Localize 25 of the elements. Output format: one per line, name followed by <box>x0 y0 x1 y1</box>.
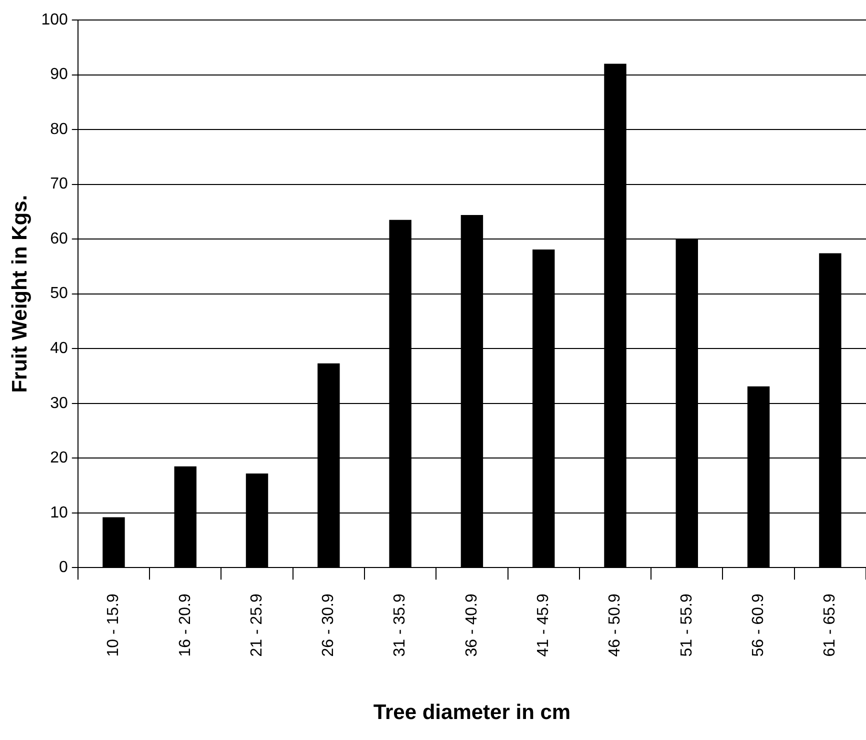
x-tick-label: 56 - 60.9 <box>750 594 767 657</box>
y-tick-label: 90 <box>50 66 68 84</box>
y-tick-label: 60 <box>50 230 68 248</box>
x-axis-title: Tree diameter in cm <box>373 701 571 724</box>
y-axis-title: Fruit Weight in Kgs. <box>8 194 32 393</box>
x-tick-label: 51 - 55.9 <box>678 594 696 657</box>
x-tick-label: 41 - 45.9 <box>535 594 552 657</box>
y-tick-label: 100 <box>41 11 68 28</box>
x-tick-label: 61 - 65.9 <box>822 594 839 657</box>
x-tick-label: 26 - 30.9 <box>320 594 338 657</box>
x-tick-label: 10 - 15.9 <box>105 594 122 657</box>
x-tick-label: 21 - 25.9 <box>248 594 266 657</box>
y-tick-label: 10 <box>50 504 68 522</box>
y-tick-label: 70 <box>50 176 68 193</box>
x-tick-label: 46 - 50.9 <box>606 594 624 657</box>
y-tick-label: 20 <box>50 450 68 467</box>
y-tick-label: 80 <box>50 120 68 138</box>
bar <box>102 517 125 568</box>
y-tick-label: 0 <box>58 559 68 576</box>
y-tick-label: 30 <box>50 394 68 412</box>
y-tick-label: 40 <box>50 340 68 357</box>
x-tick-label: 31 - 35.9 <box>392 594 409 657</box>
x-tick-label: 36 - 40.9 <box>463 594 480 657</box>
y-tick-label: 50 <box>50 285 68 302</box>
x-tick-label: 16 - 20.9 <box>176 594 194 657</box>
